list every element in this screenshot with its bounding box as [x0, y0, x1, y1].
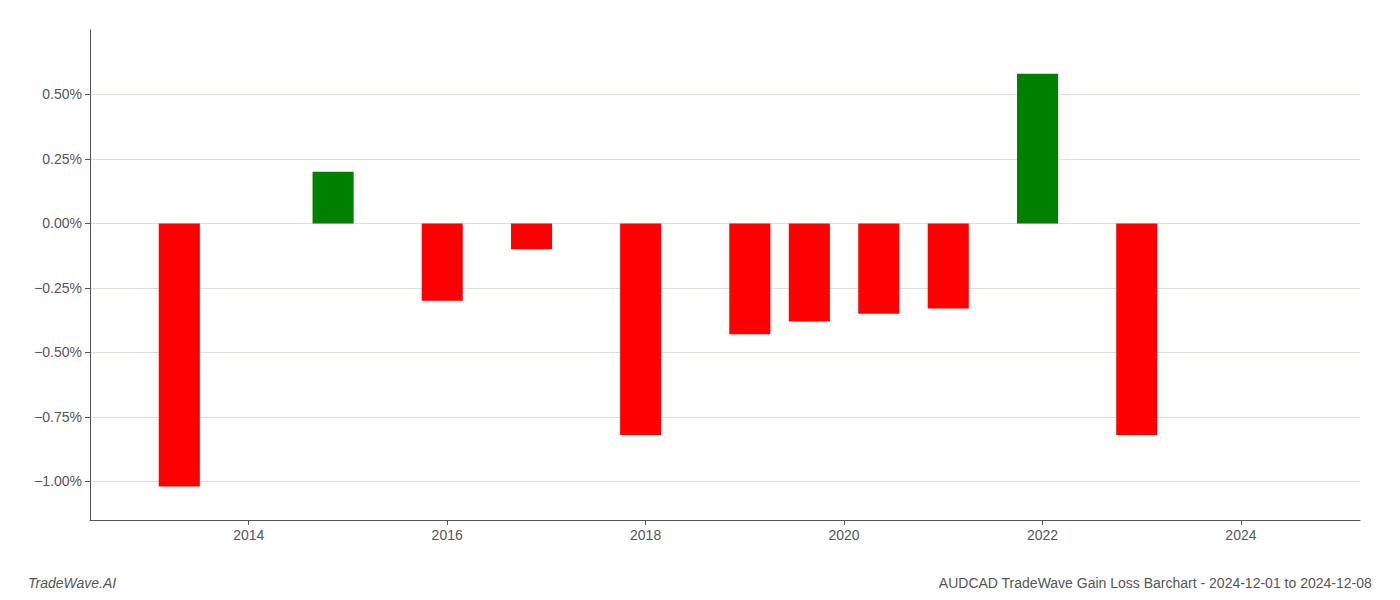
svg-text:2016: 2016	[432, 527, 463, 543]
svg-text:2020: 2020	[828, 527, 859, 543]
svg-text:−0.75%: −0.75%	[34, 409, 82, 425]
svg-text:0.50%: 0.50%	[42, 86, 82, 102]
svg-text:2022: 2022	[1027, 527, 1058, 543]
svg-text:0.00%: 0.00%	[42, 215, 82, 231]
svg-text:2024: 2024	[1225, 527, 1256, 543]
svg-text:−0.25%: −0.25%	[34, 280, 82, 296]
svg-text:2014: 2014	[233, 527, 264, 543]
svg-text:−0.50%: −0.50%	[34, 344, 82, 360]
svg-text:AUDCAD TradeWave Gain Loss Bar: AUDCAD TradeWave Gain Loss Barchart - 20…	[939, 575, 1372, 591]
svg-text:2018: 2018	[630, 527, 661, 543]
svg-text:0.25%: 0.25%	[42, 151, 82, 167]
svg-text:−1.00%: −1.00%	[34, 473, 82, 489]
svg-text:TradeWave.AI: TradeWave.AI	[28, 575, 116, 591]
